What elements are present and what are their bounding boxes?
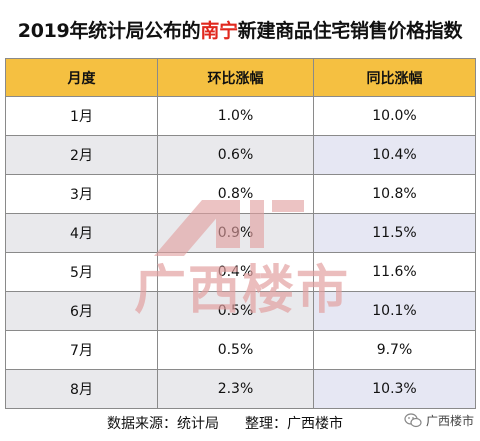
table-row: 4月 0.9% 11.5% <box>5 213 476 253</box>
title-city-highlight: 南宁 <box>200 19 238 42</box>
price-index-table: 月度 环比涨幅 同比涨幅 1月 1.0% 10.0% 2月 0.6% 10.4%… <box>5 58 476 409</box>
month-cell: 4月 <box>5 213 158 253</box>
wechat-icon <box>404 413 422 428</box>
table-row: 2月 0.6% 10.4% <box>5 135 476 175</box>
month-cell: 7月 <box>5 330 158 370</box>
mom-cell: 0.8% <box>157 174 314 214</box>
table-row: 1月 1.0% 10.0% <box>5 96 476 136</box>
yoy-cell: 10.1% <box>313 291 476 331</box>
source-note: 数据来源：统计局 整理：广西楼市 <box>107 413 343 433</box>
month-cell: 1月 <box>5 96 158 136</box>
table-row: 3月 0.8% 10.8% <box>5 174 476 214</box>
mom-cell: 0.4% <box>157 252 314 292</box>
mom-cell: 0.6% <box>157 135 314 175</box>
footer: 数据来源：统计局 整理：广西楼市 广西楼市 <box>0 406 480 441</box>
mom-cell: 0.5% <box>157 330 314 370</box>
month-cell: 3月 <box>5 174 158 214</box>
table-header-row: 月度 环比涨幅 同比涨幅 <box>5 58 476 97</box>
page-title: 2019年统计局公布的 南宁 新建商品住宅销售价格指数 <box>0 0 480 58</box>
table-row: 8月 2.3% 10.3% <box>5 369 476 409</box>
mom-cell: 1.0% <box>157 96 314 136</box>
brand-mark: 广西楼市 <box>404 412 474 429</box>
month-cell: 6月 <box>5 291 158 331</box>
yoy-cell: 9.7% <box>313 330 476 370</box>
month-cell: 5月 <box>5 252 158 292</box>
title-prefix: 2019年统计局公布的 <box>17 19 201 42</box>
table-row: 7月 0.5% 9.7% <box>5 330 476 370</box>
mom-cell: 0.5% <box>157 291 314 331</box>
header-month: 月度 <box>5 58 158 97</box>
month-cell: 8月 <box>5 369 158 409</box>
yoy-cell: 10.4% <box>313 135 476 175</box>
mom-cell: 0.9% <box>157 213 314 253</box>
data-source-label: 数据来源：统计局 <box>107 416 219 432</box>
yoy-cell: 11.5% <box>313 213 476 253</box>
editor-label: 整理：广西楼市 <box>245 416 343 432</box>
header-yoy-change: 同比涨幅 <box>313 58 476 97</box>
yoy-cell: 10.0% <box>313 96 476 136</box>
mom-cell: 2.3% <box>157 369 314 409</box>
yoy-cell: 10.3% <box>313 369 476 409</box>
yoy-cell: 11.6% <box>313 252 476 292</box>
title-suffix: 新建商品住宅销售价格指数 <box>237 19 463 42</box>
brand-name: 广西楼市 <box>425 414 474 428</box>
yoy-cell: 10.8% <box>313 174 476 214</box>
table-row: 6月 0.5% 10.1% <box>5 291 476 331</box>
month-cell: 2月 <box>5 135 158 175</box>
table-row: 5月 0.4% 11.6% <box>5 252 476 292</box>
header-mom-change: 环比涨幅 <box>157 58 314 97</box>
